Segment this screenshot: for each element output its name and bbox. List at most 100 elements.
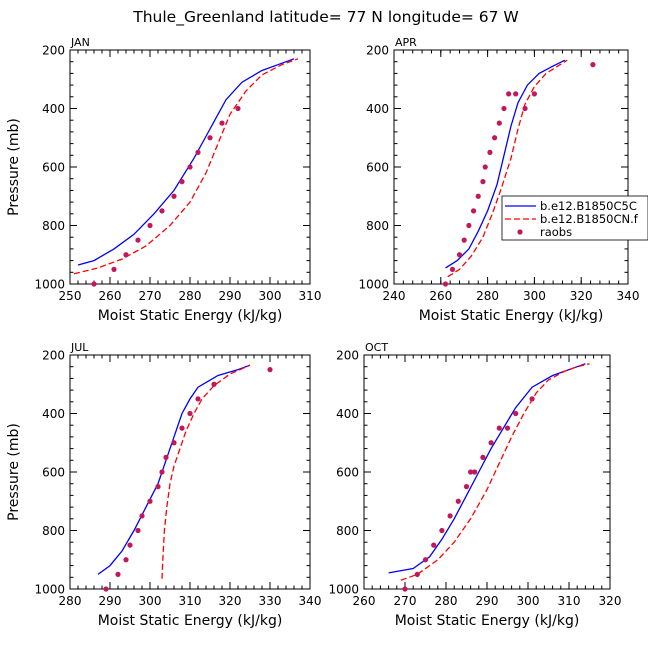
obs-point [487,149,493,155]
x-tick-label: 340 [617,289,640,303]
y-tick-label: 1000 [34,583,65,597]
y-tick-label: 400 [366,102,389,116]
obs-point [155,484,161,490]
x-tick-label: 320 [570,289,593,303]
obs-point [461,237,467,243]
obs-point [187,164,193,170]
x-axis-label: Moist Static Energy (kJ/kg) [98,308,283,324]
obs-point [179,179,185,185]
obs-point [235,105,241,112]
obs-point [480,454,486,460]
panels: 250 260 270 280 290 300 310 200 400 600 800 1000 JAN… [6,36,648,629]
x-tick-label: 330 [259,594,282,608]
x-axis-label: Moist Static Energy (kJ/kg) [395,613,580,629]
x-tick-label: 290 [99,594,122,608]
legend-label: b.e12.B1850CN.f [540,212,639,226]
obs-point [147,498,153,504]
obs-point [171,440,177,446]
y-tick-label: 600 [366,161,389,175]
x-tick-label: 240 [383,289,406,303]
obs-point [482,164,488,170]
obs-point [159,208,165,214]
obs-point [135,527,141,534]
panel-jan: 250 260 270 280 290 300 310 200 400 600 800 1000 JAN… [6,36,321,324]
x-tick-label: 260 [429,289,452,303]
plot-frame [69,354,311,590]
y-tick-label: 200 [336,349,359,363]
obs-point [207,135,213,141]
y-tick-label: 1000 [34,278,65,292]
obs-point [127,542,133,548]
y-tick-label: 600 [42,466,65,480]
x-axis-label: Moist Static Energy (kJ/kg) [98,613,283,629]
obs-point [139,513,145,519]
x-tick-label: 260 [99,289,122,303]
y-tick-label: 200 [366,44,389,58]
model1-line [97,364,251,575]
legend-box [501,195,648,241]
obs-point [91,281,97,287]
x-tick-label: 280 [179,289,202,303]
x-tick-label: 310 [299,289,322,303]
obs-point [466,222,472,229]
panel-label: JAN [70,36,90,49]
obs-point [531,91,538,97]
x-tick-label: 290 [476,594,499,608]
obs-point [219,120,225,126]
x-tick-label: 280 [476,289,499,303]
x-tick-label: 270 [139,289,162,303]
x-tick-label: 300 [139,594,162,608]
obs-point [211,381,217,387]
obs-point [442,281,449,287]
x-tick-label: 340 [299,594,322,608]
x-tick-label: 310 [179,594,202,608]
obs-point [492,135,498,141]
obs-point [496,120,502,126]
x-tick-label: 300 [517,594,540,608]
obs-point [402,586,408,592]
y-tick-label: 800 [42,524,65,538]
plot-frame [363,354,611,590]
x-tick-label: 290 [219,289,242,303]
x-tick-label: 250 [59,289,82,303]
obs-point [431,542,437,548]
obs-point [195,149,201,155]
y-tick-label: 1000 [358,278,389,292]
obs-point [447,513,453,519]
obs-point [501,105,507,112]
obs-point [147,222,153,229]
x-tick-label: 260 [353,594,376,608]
y-tick-label: 800 [42,219,65,233]
obs-point [456,252,463,258]
y-axis-label: Pressure (mb) [6,118,22,216]
y-tick-label: 600 [42,161,65,175]
x-tick-label: 310 [558,594,581,608]
obs-point [422,557,429,563]
legend-label: raobs [540,225,572,239]
y-tick-label: 400 [336,407,359,421]
plot-frame [393,49,629,285]
panel-label: JUL [70,341,89,354]
panel-apr: 240 260 280 300 320 340 200 400 600 800 1000 APR Moi… [358,36,648,324]
x-tick-label: 280 [59,594,82,608]
obs-point [123,252,129,258]
obs-point [267,367,273,373]
model1-line [388,363,586,574]
x-tick-label: 270 [394,594,417,608]
x-tick-label: 300 [523,289,546,303]
y-tick-label: 400 [42,407,65,421]
obs-point [496,425,502,431]
obs-point [179,425,185,431]
obs-point [475,193,481,199]
obs-point [468,469,474,475]
obs-point [480,179,486,185]
x-tick-label: 320 [599,594,622,608]
obs-point [163,454,169,460]
obs-point [522,105,528,112]
obs-point [504,425,511,431]
x-axis-label: Moist Static Energy (kJ/kg) [419,308,604,324]
obs-point [123,557,129,563]
obs-point [449,266,456,272]
y-tick-label: 600 [336,466,359,480]
